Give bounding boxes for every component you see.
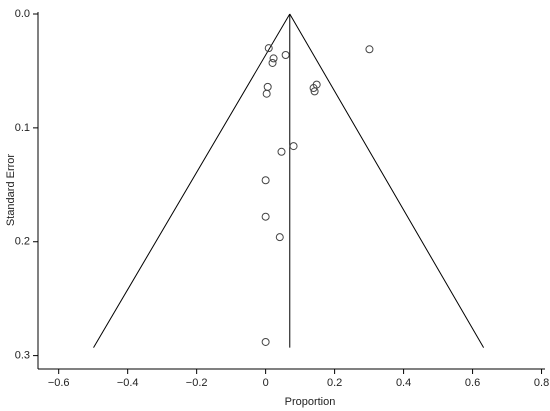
y-tick-label: 0.0 <box>15 8 30 20</box>
point <box>281 50 290 59</box>
point <box>261 212 270 221</box>
y-axis-label: Standard Error <box>5 154 17 226</box>
point <box>262 89 271 98</box>
x-axis-label: Proportion <box>285 396 336 408</box>
x-tick-label: −0.4 <box>117 377 139 389</box>
x-tick-label: 0.6 <box>465 377 480 389</box>
point <box>261 176 270 185</box>
y-tick-label: 0.3 <box>15 350 30 362</box>
point <box>269 54 278 63</box>
point <box>365 45 374 54</box>
y-tick-label: 0.2 <box>15 236 30 248</box>
y-tick-label: 0.1 <box>15 122 30 134</box>
point <box>261 337 270 346</box>
x-tick-label: −0.6 <box>48 377 70 389</box>
point <box>309 84 318 93</box>
x-tick-label: 0.2 <box>327 377 342 389</box>
x-tick-label: 0 <box>263 377 269 389</box>
point <box>275 233 284 242</box>
point <box>268 58 277 67</box>
point <box>310 87 319 96</box>
point <box>277 147 286 156</box>
x-tick-label: 0.8 <box>534 377 549 389</box>
point <box>264 44 273 53</box>
funnel-left <box>93 13 291 348</box>
x-tick-label: 0.4 <box>396 377 411 389</box>
x-tick-label: −0.2 <box>186 377 208 389</box>
funnel-right <box>289 13 485 348</box>
point <box>289 142 298 151</box>
point <box>263 82 272 91</box>
